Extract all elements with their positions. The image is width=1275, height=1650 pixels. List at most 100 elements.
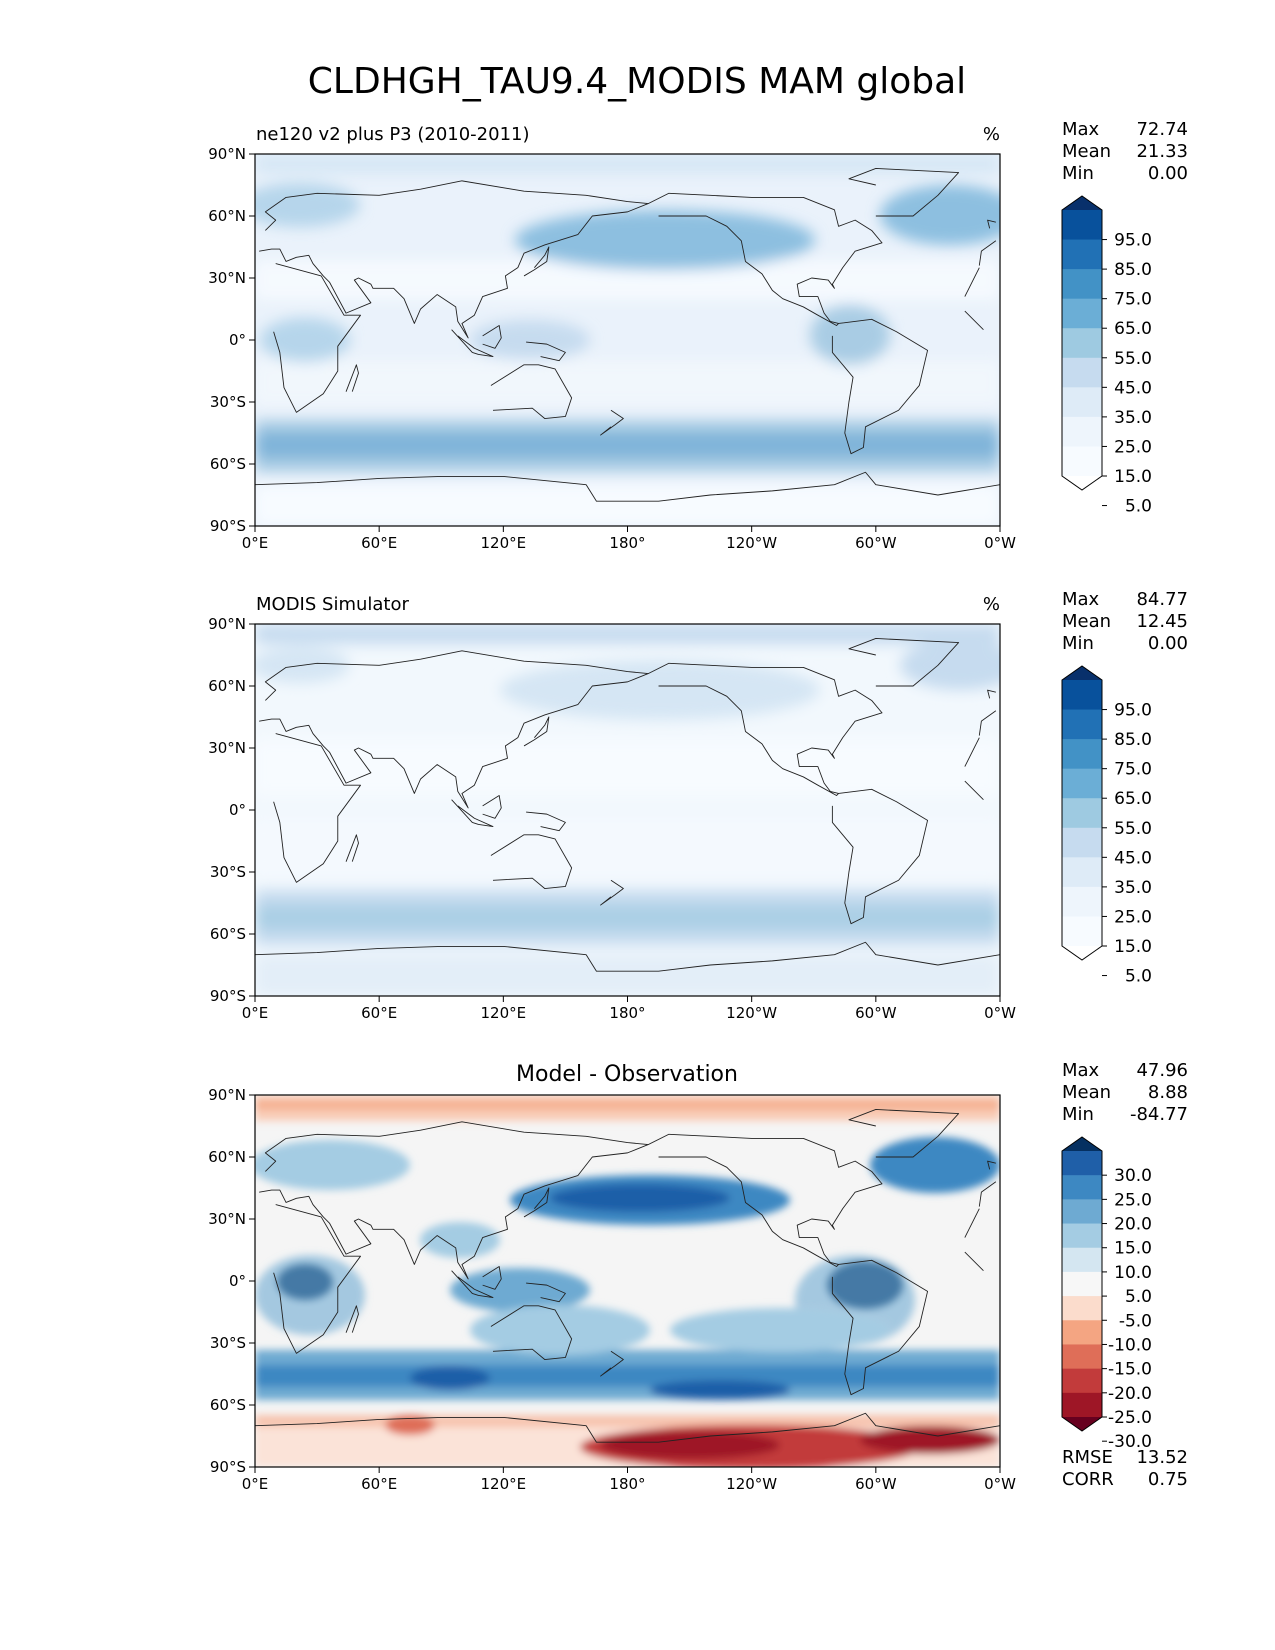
colorbar: 95.0 85.0 75.0 65.0 55.0 45.0 35.0 25.0 15.0 5.0 — [1061, 665, 1152, 987]
colorbar-segment — [1062, 827, 1102, 858]
colorbar-segment — [1062, 768, 1102, 799]
coastline — [482, 795, 502, 819]
colorbar-extend-max — [1062, 1137, 1102, 1151]
stat-mean-label: Mean — [1062, 611, 1111, 632]
colorbar-segment — [1062, 239, 1102, 270]
colorbar-segment — [1062, 1151, 1102, 1176]
colorbar-segment — [1062, 1247, 1102, 1273]
units-label: % — [983, 594, 1000, 615]
coastline — [482, 325, 502, 349]
panel-diff: Model - Observation — [208, 1060, 1188, 1493]
stat-mean-label: Mean — [1062, 1082, 1111, 1103]
lon-tick-label: 0°W — [984, 1004, 1016, 1022]
colorbar-segment — [1062, 357, 1102, 388]
lon-tick-label: 180° — [609, 1475, 645, 1493]
coastlines — [255, 638, 1000, 972]
coastline — [273, 1204, 361, 1354]
coastline — [647, 192, 883, 326]
coastline — [482, 1266, 502, 1290]
lon-tick-label: 180° — [609, 534, 645, 552]
colorbar-extend-min — [1062, 476, 1102, 490]
lon-tick-label: 60°E — [361, 1475, 397, 1493]
colorbar-label: 20.0 — [1114, 1215, 1152, 1235]
colorbar-label: 65.0 — [1114, 319, 1152, 339]
colorbar-label: 55.0 — [1114, 819, 1152, 839]
coastline — [523, 246, 550, 277]
lat-tick-label: 60°S — [210, 455, 246, 473]
colorbar-label: 35.0 — [1114, 408, 1152, 428]
coastline — [831, 318, 929, 455]
lon-tick-label: 60°E — [361, 1004, 397, 1022]
lat-tick-label: 30°N — [208, 269, 246, 287]
lat-tick-label: 30°S — [210, 1334, 246, 1352]
colorbar-label: 85.0 — [1114, 730, 1152, 750]
stat-mean-value: 12.45 — [1136, 611, 1188, 632]
coastline — [451, 1270, 494, 1298]
stat-max-value: 72.74 — [1136, 119, 1188, 140]
coastline — [978, 1181, 997, 1207]
coastline — [848, 168, 960, 217]
panel-title: ne120 v2 plus P3 (2010-2011) — [256, 124, 530, 145]
coastline — [987, 1160, 996, 1170]
stat-min-label: Min — [1062, 163, 1094, 184]
coastline — [345, 834, 359, 862]
colorbar-segment — [1062, 210, 1102, 241]
coastline — [848, 638, 960, 687]
coastline — [273, 263, 361, 413]
coastline — [964, 780, 984, 800]
lat-tick-label: 90°S — [210, 987, 246, 1005]
colorbar-label: 75.0 — [1114, 760, 1152, 780]
colorbar-label: 5.0 — [1125, 1287, 1152, 1307]
coastline — [273, 733, 361, 883]
map-field — [255, 1095, 1000, 1467]
coastline — [964, 737, 980, 767]
coastline — [831, 1259, 929, 1396]
colorbar-segment — [1062, 416, 1102, 447]
stat-mean-value: 8.88 — [1148, 1082, 1188, 1103]
lon-tick-label: 60°W — [855, 1004, 897, 1022]
colorbar-label: 25.0 — [1114, 437, 1152, 457]
coastline — [259, 180, 649, 339]
coastline — [526, 341, 566, 362]
colorbar-segment — [1062, 739, 1102, 770]
colorbar-segment — [1062, 1271, 1102, 1297]
coastline — [490, 1305, 573, 1360]
coastline — [600, 1350, 624, 1377]
colorbar-label: -10.0 — [1108, 1335, 1152, 1355]
lat-tick-label: 0° — [229, 331, 246, 349]
figure-title: CLDHGH_TAU9.4_MODIS MAM global — [308, 61, 966, 102]
lon-tick-label: 0°W — [984, 1475, 1016, 1493]
colorbar-label: -20.0 — [1108, 1384, 1152, 1404]
colorbar-segment — [1062, 1223, 1102, 1249]
units-label: % — [983, 124, 1000, 145]
coastline — [831, 788, 929, 925]
coastline — [600, 879, 624, 906]
coastline — [600, 409, 624, 436]
colorbar-extend-max — [1062, 666, 1102, 680]
coastline — [490, 364, 573, 419]
colorbar-label: 15.0 — [1114, 1239, 1152, 1259]
panel-title: MODIS Simulator — [256, 594, 409, 615]
lat-tick-label: 30°S — [210, 863, 246, 881]
stat-max-value: 84.77 — [1136, 589, 1188, 610]
map-field — [255, 624, 1000, 996]
rmse-label: RMSE — [1062, 1447, 1113, 1468]
colorbar-segment — [1062, 709, 1102, 740]
colorbar-segment — [1062, 886, 1102, 917]
lat-tick-label: 30°N — [208, 1210, 246, 1228]
map-axes: 0°E 60°E 120°E 180° 120°W 60°W 0°W 90°N 60°N 30°N… — [208, 1086, 1016, 1493]
panel-obs: MODIS Simulator % 0°E 60°E 120°E 180° 120°W 6… — [208, 589, 1188, 1022]
coastline — [848, 1109, 960, 1158]
panel-title: Model - Observation — [516, 1062, 738, 1087]
colorbar-label: 85.0 — [1114, 260, 1152, 280]
lon-tick-label: 0°E — [242, 534, 269, 552]
stats-block: Max 72.74 Mean 21.33 Min 0.00 — [1062, 119, 1188, 184]
lat-tick-label: 90°S — [210, 1458, 246, 1476]
coastline — [255, 941, 1000, 972]
lon-tick-label: 0°E — [242, 1004, 269, 1022]
stat-max-value: 47.96 — [1136, 1060, 1188, 1081]
coastline — [987, 689, 996, 699]
coastline — [259, 1121, 649, 1280]
lon-tick-label: 180° — [609, 1004, 645, 1022]
